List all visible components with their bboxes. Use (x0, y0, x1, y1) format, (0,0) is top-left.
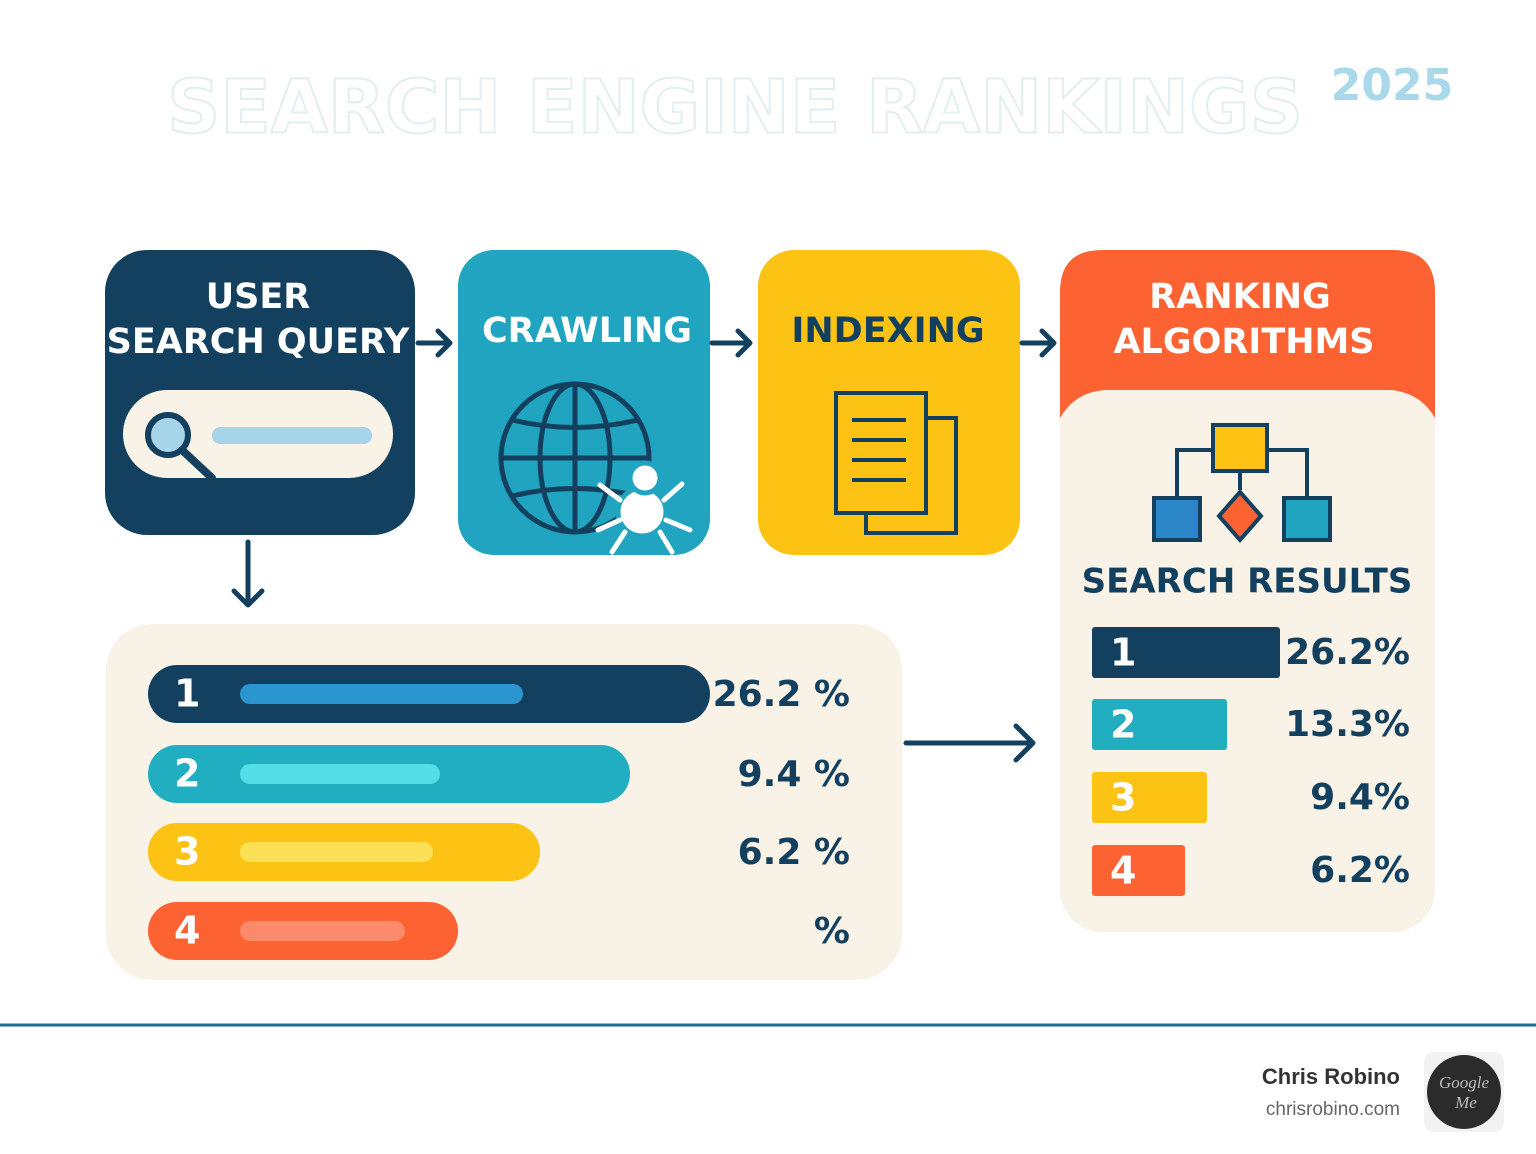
badge-text: Me (1454, 1093, 1477, 1112)
result-bar (1092, 772, 1207, 823)
results-title: SEARCH RESULTS (1082, 562, 1413, 602)
result-bar (1092, 699, 1227, 750)
step-label: RANKING (1149, 277, 1331, 317)
arrow (903, 723, 1036, 763)
rank-number: 4 (1110, 849, 1136, 893)
share-label: 13.3% (1285, 704, 1410, 745)
share-label: 9.4 % (738, 754, 850, 795)
magnifier-handle (178, 446, 216, 482)
flowchart (1152, 423, 1332, 544)
site: chrisrobino.com (1266, 1099, 1400, 1120)
crawling-box (458, 250, 710, 555)
badge (1427, 1055, 1501, 1129)
bar-highlight (240, 764, 440, 784)
arrow (231, 539, 265, 608)
rank-number: 1 (174, 672, 200, 716)
ranking-header (1060, 250, 1435, 418)
results-list: 1 26.2% 2 13.3% 3 9.4% 4 6.2% (1092, 627, 1410, 896)
share-label: % (814, 911, 850, 952)
bar-highlight (240, 684, 523, 704)
year: 2025 (1331, 60, 1453, 111)
bars-list: 1 26.2 % 2 9.4 % 3 6.2 % 4% (148, 665, 850, 960)
result-bar (1092, 845, 1185, 896)
bar-highlight (240, 921, 405, 941)
rank-number: 3 (174, 830, 200, 874)
arrow (1019, 328, 1057, 358)
bar-highlight (240, 842, 433, 862)
result-bar (1092, 627, 1280, 678)
step-label: SEARCH QUERY (107, 322, 410, 362)
step-label: INDEXING (791, 311, 984, 351)
rank-number: 4 (174, 909, 200, 953)
rank-number: 2 (174, 752, 200, 796)
rank-number: 3 (1110, 776, 1136, 820)
share-label: 6.2% (1310, 850, 1410, 891)
spider (595, 460, 693, 555)
magnifier (145, 412, 191, 458)
share-label: 9.4% (1310, 777, 1410, 818)
share-label: 26.2% (1285, 632, 1410, 673)
rank-number: 1 (1110, 631, 1136, 675)
documents (834, 391, 958, 535)
share-label: 26.2 % (713, 674, 850, 715)
arrow (709, 328, 753, 358)
ranking-panel (1060, 250, 1435, 932)
title: SEARCH ENGINE RANKINGS (167, 65, 1303, 151)
step-label: CRAWLING (482, 311, 692, 351)
badge-text: Google (1439, 1073, 1490, 1092)
step-label: ALGORITHMS (1113, 322, 1374, 362)
rank-number: 2 (1110, 703, 1136, 747)
share-label: 6.2 % (738, 832, 850, 873)
author: Chris Robino (1262, 1064, 1400, 1089)
step-label: USER (206, 277, 311, 317)
search-input (212, 427, 372, 444)
arrow (415, 328, 453, 358)
